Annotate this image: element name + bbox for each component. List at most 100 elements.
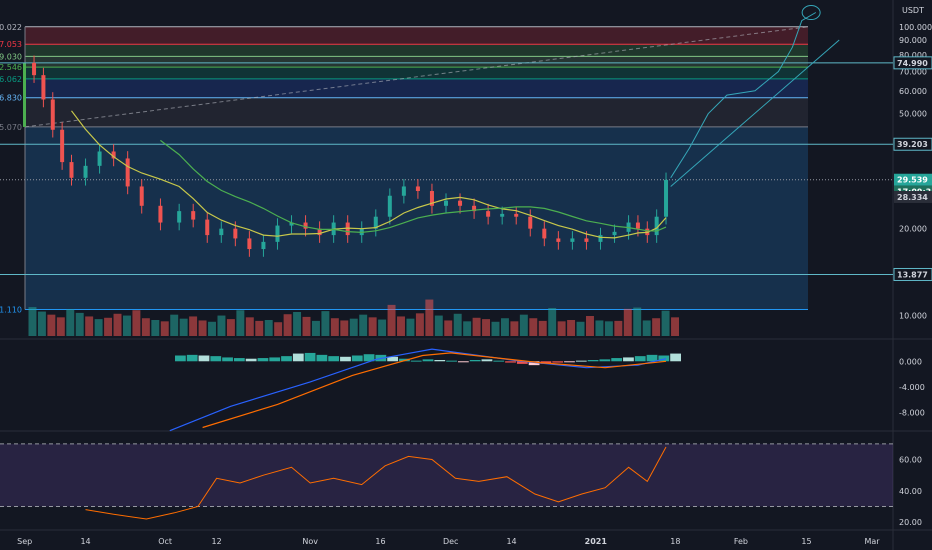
candle-body bbox=[60, 129, 65, 163]
candle-body bbox=[233, 228, 238, 239]
volume-bar bbox=[595, 320, 604, 336]
macd-pane bbox=[169, 348, 681, 432]
macd-tick-label: 0.000 bbox=[899, 357, 922, 366]
candle-body bbox=[514, 213, 519, 217]
time-tick-label: Mar bbox=[864, 537, 880, 546]
candle-body bbox=[429, 191, 434, 206]
macd-histogram-bar bbox=[446, 360, 457, 362]
rsi-line bbox=[85, 446, 667, 520]
macd-histogram-bar bbox=[210, 356, 222, 362]
volume-bar bbox=[122, 315, 131, 336]
candle-body bbox=[83, 165, 88, 178]
hline-badge: 13.877 bbox=[897, 270, 928, 279]
volume-bar bbox=[311, 320, 320, 336]
volume-bar bbox=[28, 307, 37, 336]
candle-body bbox=[444, 200, 448, 206]
volume-bar bbox=[349, 318, 358, 336]
volume-bar bbox=[170, 314, 179, 336]
candle-body bbox=[289, 222, 294, 226]
rsi-tick-label: 60.00 bbox=[899, 456, 922, 465]
volume-bar bbox=[85, 316, 94, 336]
fib-trend-line bbox=[24, 26, 809, 128]
volume-bar bbox=[453, 313, 462, 336]
volume-bar bbox=[519, 314, 528, 336]
time-tick-label: 14 bbox=[80, 537, 90, 546]
candle-body bbox=[415, 186, 420, 192]
volume-bar bbox=[104, 317, 113, 336]
volume-bar bbox=[198, 320, 207, 336]
candle-body bbox=[654, 216, 659, 236]
macd-histogram-bar bbox=[233, 358, 245, 362]
candle-body bbox=[570, 238, 575, 242]
candle-body bbox=[612, 231, 617, 236]
volume-bar bbox=[264, 320, 273, 336]
ma-price-badge: 28.334 bbox=[897, 193, 928, 202]
macd-histogram-bar bbox=[351, 355, 363, 362]
fib-zone bbox=[25, 26, 808, 45]
volume-bar bbox=[406, 318, 415, 336]
fib-zone bbox=[25, 67, 808, 79]
candle-body bbox=[486, 211, 491, 217]
volume-bar bbox=[94, 319, 103, 336]
macd-histogram-bar bbox=[587, 360, 599, 362]
volume-bar bbox=[425, 299, 434, 336]
macd-histogram-bar bbox=[292, 353, 304, 362]
volume-bar bbox=[302, 316, 311, 336]
fib-zone bbox=[25, 97, 808, 127]
volume-bar bbox=[397, 316, 405, 336]
volume-bar bbox=[482, 319, 491, 336]
macd-histogram-bar bbox=[340, 356, 351, 362]
volume-bar bbox=[387, 304, 396, 336]
macd-histogram-bar bbox=[399, 358, 410, 362]
volume-bar bbox=[151, 320, 160, 336]
candle-body bbox=[69, 162, 74, 178]
price-tick-label: 20.000 bbox=[899, 225, 927, 234]
volume-bar bbox=[283, 314, 292, 336]
macd-histogram-bar bbox=[493, 360, 505, 362]
candle-body bbox=[345, 222, 350, 236]
price-tick-label: 90.000 bbox=[899, 36, 927, 45]
time-tick-label: Oct bbox=[158, 537, 172, 546]
macd-line bbox=[202, 352, 667, 429]
volume-bar bbox=[37, 311, 46, 336]
volume-bar bbox=[434, 315, 443, 336]
moving-average-short bbox=[71, 110, 667, 239]
volume-bar bbox=[567, 320, 576, 336]
time-tick-label: Feb bbox=[734, 537, 748, 546]
candle-body bbox=[664, 179, 669, 217]
fib-zone bbox=[25, 44, 808, 57]
candle-body bbox=[219, 228, 224, 236]
volume-bar bbox=[633, 307, 642, 336]
last-price-badge-bg bbox=[894, 173, 932, 186]
macd-histogram-bar bbox=[575, 360, 587, 362]
volume-bar bbox=[359, 314, 368, 336]
price-tick-label: 10.000 bbox=[899, 312, 927, 321]
macd-histogram-bar bbox=[198, 355, 210, 362]
volume-bars bbox=[28, 299, 679, 336]
hline-badge-bg bbox=[893, 56, 932, 70]
candle-body bbox=[387, 195, 392, 217]
fib-level-label: 45.070 bbox=[0, 123, 22, 132]
rsi-tick-label: 40.00 bbox=[899, 487, 922, 496]
volume-bar bbox=[444, 320, 453, 336]
price-tick-label: 100.000 bbox=[899, 23, 932, 32]
macd-histogram-bar bbox=[434, 360, 446, 362]
candle-body bbox=[472, 205, 477, 212]
fibonacci-retracement[interactable]: 00.022 87.053 79.030 72.546 66.062 56.830 45.0… bbox=[0, 23, 893, 315]
volume-bar bbox=[510, 321, 519, 336]
candle-body bbox=[191, 211, 196, 220]
volume-bar bbox=[557, 321, 566, 336]
macd-histogram-bar bbox=[469, 360, 481, 362]
projection-drawing[interactable] bbox=[670, 5, 840, 187]
volume-bar bbox=[463, 321, 472, 336]
volume-bar bbox=[652, 318, 661, 336]
candle-body bbox=[125, 158, 130, 187]
macd-tick-label: -8.000 bbox=[899, 409, 925, 418]
candle-body bbox=[111, 151, 116, 159]
volume-bar bbox=[274, 322, 283, 336]
macd-histogram-bar bbox=[623, 357, 634, 362]
macd-histogram-bar bbox=[457, 361, 469, 363]
candle-body bbox=[317, 228, 322, 236]
volume-bar bbox=[340, 320, 349, 336]
